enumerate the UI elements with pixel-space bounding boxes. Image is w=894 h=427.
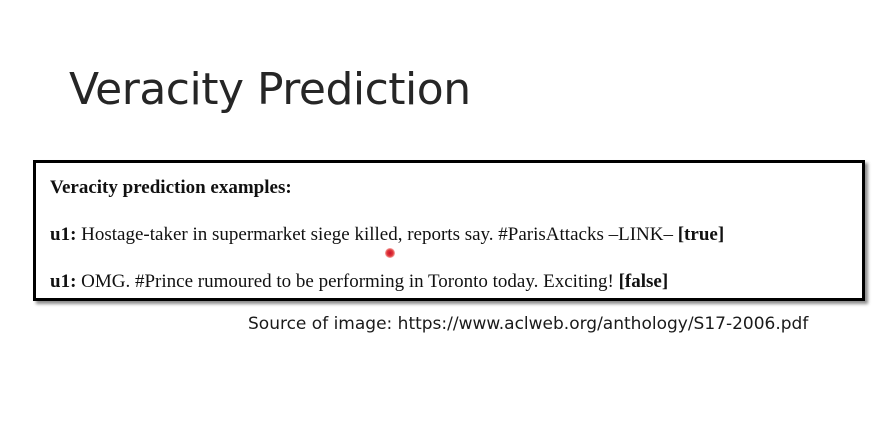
example-id: u1: [50, 271, 77, 292]
figure-heading: Veracity prediction examples: [50, 177, 292, 198]
veracity-label: [true] [677, 224, 725, 245]
example-text: Hostage-taker in supermarket siege kille… [76, 224, 678, 245]
example-row: u1: Hostage-taker in supermarket siege k… [50, 224, 724, 246]
source-caption: Source of image: https://www.aclweb.org/… [248, 314, 809, 334]
example-id: u1: [50, 224, 77, 245]
example-row: u1: OMG. #Prince rumoured to be performi… [50, 271, 668, 293]
example-text: OMG. #Prince rumoured to be performing i… [76, 271, 619, 292]
laser-pointer-cursor-icon [385, 248, 395, 258]
figure-image-box: Veracity prediction examples: u1: Hostag… [33, 160, 865, 301]
slide-title: Veracity Prediction [69, 64, 471, 115]
veracity-label: [false] [618, 271, 669, 292]
